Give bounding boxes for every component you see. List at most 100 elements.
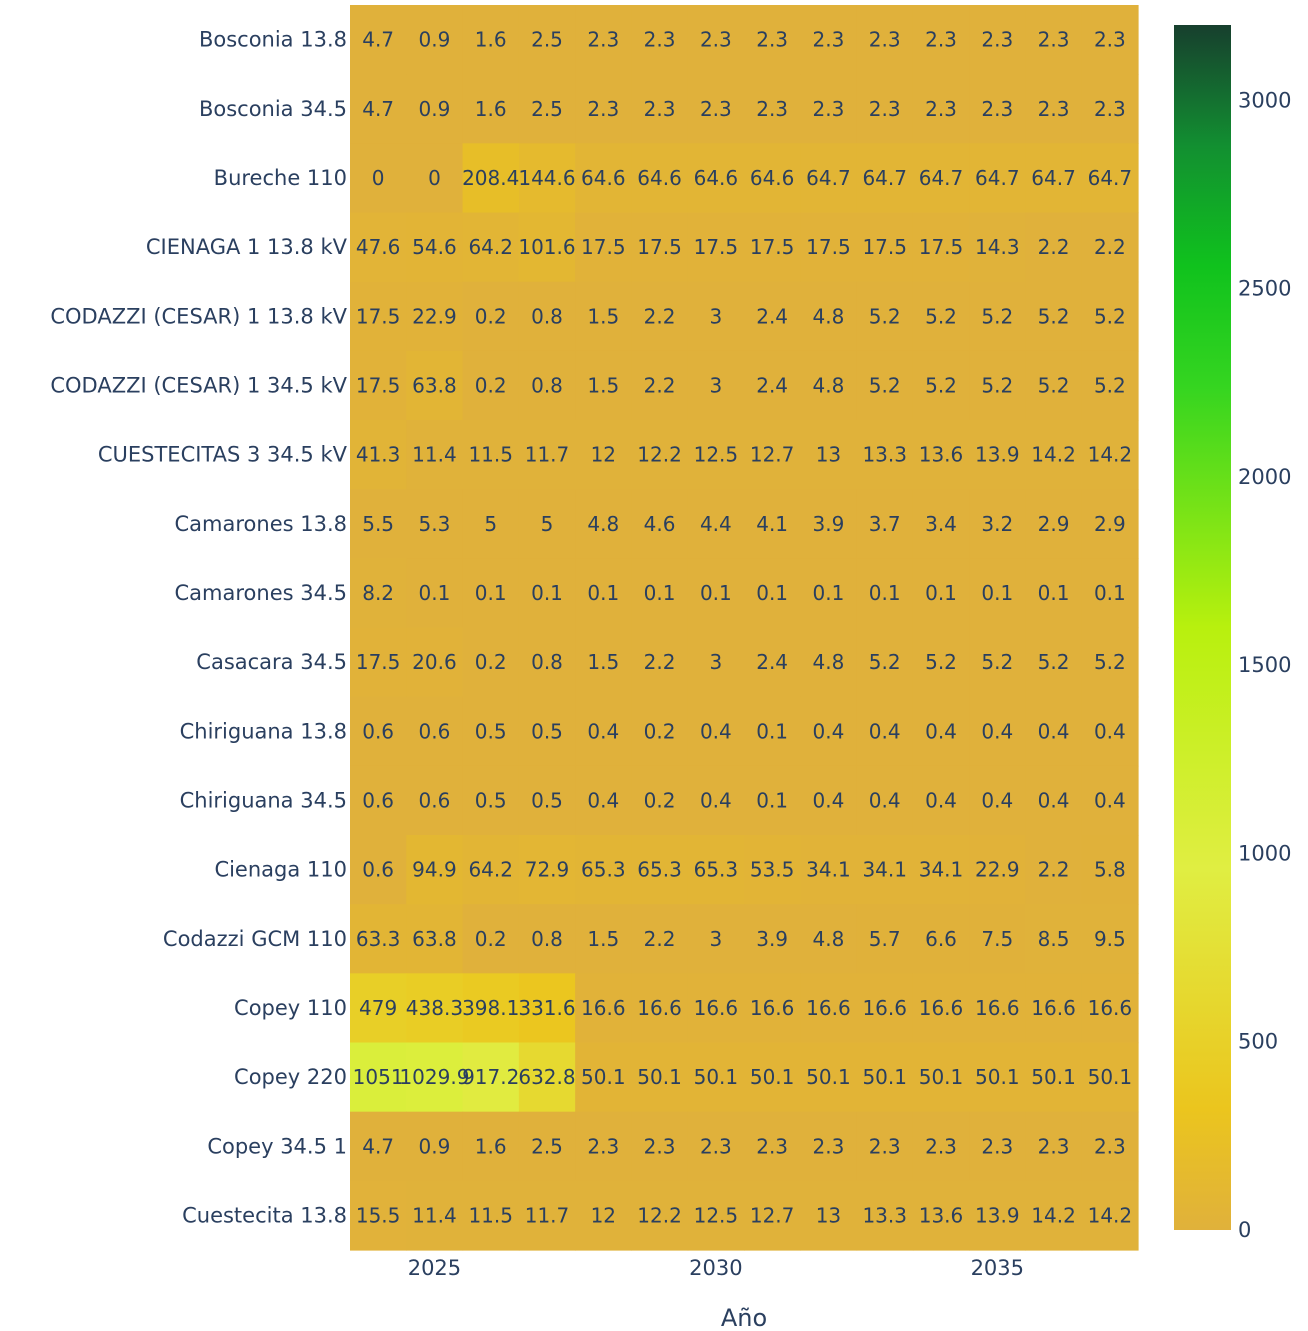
heatmap-cell-chiriguana-34-5-2029 xyxy=(631,765,689,836)
heatmap-cell-cuestecita-13-8-2037 xyxy=(1081,1180,1139,1251)
cell-label-camarones-34-5-2026: 0.1 xyxy=(475,581,507,605)
heatmap-cell-camarones-13-8-2033 xyxy=(856,489,914,559)
heatmap-cell-codazzi-cesar-1-34-5-kv-2033 xyxy=(856,350,914,421)
heatmap-cell-cienaga-1-13-8-kv-2035 xyxy=(969,212,1027,283)
heatmap-cell-camarones-34-5-2030 xyxy=(687,558,745,629)
heatmap-cell-chiriguana-34-5-2037 xyxy=(1081,765,1139,836)
heatmap-cell-chiriguana-34-5-2027 xyxy=(518,765,576,836)
cell-label-cienaga-1-13-8-kv-2024: 47.6 xyxy=(356,235,401,259)
heatmap-cell-cuestecitas-3-34-5-kv-2032 xyxy=(800,420,858,490)
heatmap-cell-cuestecitas-3-34-5-kv-2036 xyxy=(1025,420,1083,490)
cell-label-bureche-110-2028: 64.6 xyxy=(581,166,626,190)
heatmap-cell-cuestecita-13-8-2035 xyxy=(969,1180,1027,1251)
heatmap-cell-bosconia-34-5-2028 xyxy=(575,74,633,144)
heatmap-cell-cienaga-1-13-8-kv-2030 xyxy=(687,212,745,283)
heatmap-cell-chiriguana-34-5-2036 xyxy=(1025,765,1083,836)
cell-label-bureche-110-2034: 64.7 xyxy=(919,166,964,190)
cell-label-codazzi-cesar-1-13-8-kv-2026: 0.2 xyxy=(475,304,507,328)
heatmap-cell-bureche-110-2035 xyxy=(969,143,1027,214)
cell-label-casacara-34-5-2035: 5.2 xyxy=(981,650,1013,674)
heatmap-cell-cienaga-110-2037 xyxy=(1081,835,1139,905)
cell-label-chiriguana-13-8-2037: 0.4 xyxy=(1094,719,1126,743)
cell-label-codazzi-cesar-1-34-5-kv-2031: 2.4 xyxy=(756,373,788,397)
cell-label-bosconia-34-5-2025: 0.9 xyxy=(419,97,451,121)
heatmap-cell-bureche-110-2028 xyxy=(575,143,633,214)
heatmap-cell-chiriguana-34-5-2035 xyxy=(969,765,1027,836)
heatmap-cell-codazzi-gcm-110-2032 xyxy=(800,904,858,974)
cell-label-camarones-34-5-2027: 0.1 xyxy=(531,581,563,605)
heatmap-cell-copey-110-2033 xyxy=(856,973,914,1044)
heatmap-cell-camarones-13-8-2028 xyxy=(575,489,633,559)
heatmap-cell-codazzi-cesar-1-34-5-kv-2027 xyxy=(518,350,576,421)
heatmap-cell-cienaga-1-13-8-kv-2025 xyxy=(406,212,464,283)
heatmap-cell-camarones-34-5-2033 xyxy=(856,558,914,629)
heatmap-cell-cienaga-110-2036 xyxy=(1025,835,1083,905)
heatmap-cell-chiriguana-34-5-2033 xyxy=(856,765,914,836)
heatmap-cell-cienaga-1-13-8-kv-2024 xyxy=(350,212,407,283)
cell-label-camarones-34-5-2037: 0.1 xyxy=(1094,581,1126,605)
heatmap-cell-bosconia-13-8-2035 xyxy=(969,5,1027,75)
cell-label-bosconia-34-5-2024: 4.7 xyxy=(362,97,394,121)
cell-label-chiriguana-13-8-2029: 0.2 xyxy=(644,719,676,743)
heatmap-cell-codazzi-cesar-1-13-8-kv-2024 xyxy=(350,281,407,352)
row-label-cienaga-110: Cienaga 110 xyxy=(214,858,347,882)
heatmap-cell-codazzi-cesar-1-13-8-kv-2031 xyxy=(744,281,801,352)
cell-label-cienaga-1-13-8-kv-2032: 17.5 xyxy=(806,235,851,259)
heatmap-cell-codazzi-cesar-1-13-8-kv-2029 xyxy=(631,281,689,352)
heatmap-cell-casacara-34-5-2034 xyxy=(912,627,970,698)
cell-label-camarones-13-8-2028: 4.8 xyxy=(587,512,619,536)
cell-label-codazzi-cesar-1-13-8-kv-2028: 1.5 xyxy=(587,304,619,328)
heatmap-cell-codazzi-cesar-1-34-5-kv-2034 xyxy=(912,350,970,421)
cell-label-copey-220-2036: 50.1 xyxy=(1031,1065,1076,1089)
cell-label-codazzi-gcm-110-2028: 1.5 xyxy=(587,927,619,951)
heatmap-cell-codazzi-cesar-1-34-5-kv-2024 xyxy=(350,350,407,421)
cell-label-codazzi-gcm-110-2031: 3.9 xyxy=(756,927,788,951)
cell-label-chiriguana-13-8-2031: 0.1 xyxy=(756,719,788,743)
cell-label-bosconia-34-5-2027: 2.5 xyxy=(531,97,563,121)
heatmap-cell-copey-110-2037 xyxy=(1081,973,1139,1044)
cell-label-chiriguana-34-5-2029: 0.2 xyxy=(644,788,676,812)
heatmap-cell-cuestecitas-3-34-5-kv-2031 xyxy=(744,420,801,490)
heatmap-cell-codazzi-cesar-1-34-5-kv-2031 xyxy=(744,350,801,421)
cell-label-camarones-13-8-2035: 3.2 xyxy=(981,512,1013,536)
heatmap-cell-cienaga-1-13-8-kv-2029 xyxy=(631,212,689,283)
heatmap-cell-cuestecita-13-8-2030 xyxy=(687,1180,745,1251)
cell-label-camarones-13-8-2024: 5.5 xyxy=(362,512,394,536)
cell-label-copey-34-5-1-2028: 2.3 xyxy=(587,1134,619,1158)
cell-label-codazzi-cesar-1-13-8-kv-2024: 17.5 xyxy=(356,304,401,328)
colorbar-tick-1000: 1000 xyxy=(1238,841,1291,865)
cell-label-bosconia-13-8-2031: 2.3 xyxy=(756,28,788,52)
cell-label-bureche-110-2025: 0 xyxy=(428,166,441,190)
heatmap-cell-camarones-34-5-2034 xyxy=(912,558,970,629)
heatmap-cell-bosconia-13-8-2029 xyxy=(631,5,689,75)
cell-label-chiriguana-13-8-2032: 0.4 xyxy=(813,719,845,743)
cell-label-cienaga-1-13-8-kv-2036: 2.2 xyxy=(1038,235,1070,259)
heatmap-cell-bosconia-34-5-2033 xyxy=(856,74,914,144)
heatmap-cell-copey-220-2034 xyxy=(912,1042,970,1113)
heatmap-cell-bosconia-13-8-2031 xyxy=(744,5,801,75)
heatmap-cell-codazzi-cesar-1-34-5-kv-2030 xyxy=(687,350,745,421)
heatmap-cell-cuestecitas-3-34-5-kv-2035 xyxy=(969,420,1027,490)
cell-label-codazzi-cesar-1-13-8-kv-2031: 2.4 xyxy=(756,304,788,328)
cell-label-bosconia-34-5-2034: 2.3 xyxy=(925,97,957,121)
cell-label-bureche-110-2032: 64.7 xyxy=(806,166,851,190)
cell-label-cienaga-1-13-8-kv-2027: 101.6 xyxy=(518,235,575,259)
heatmap-cell-cuestecitas-3-34-5-kv-2030 xyxy=(687,420,745,490)
cell-label-camarones-34-5-2029: 0.1 xyxy=(644,581,676,605)
cell-label-cuestecitas-3-34-5-kv-2037: 14.2 xyxy=(1088,443,1133,467)
cell-label-cienaga-1-13-8-kv-2028: 17.5 xyxy=(581,235,626,259)
heatmap-cell-camarones-34-5-2027 xyxy=(518,558,576,629)
colorbar-tick-3000: 3000 xyxy=(1238,88,1291,112)
cell-label-codazzi-gcm-110-2034: 6.6 xyxy=(925,927,957,951)
cell-label-casacara-34-5-2024: 17.5 xyxy=(356,650,401,674)
heatmap-cell-bureche-110-2030 xyxy=(687,143,745,214)
cell-label-cuestecitas-3-34-5-kv-2035: 13.9 xyxy=(975,443,1020,467)
cell-label-bosconia-34-5-2030: 2.3 xyxy=(700,97,732,121)
heatmap-cell-copey-34-5-1-2026 xyxy=(462,1111,520,1182)
heatmap-cell-bosconia-13-8-2030 xyxy=(687,5,745,75)
cell-label-codazzi-cesar-1-13-8-kv-2033: 5.2 xyxy=(869,304,901,328)
heatmap-cell-chiriguana-34-5-2024 xyxy=(350,765,407,836)
heatmap-cell-casacara-34-5-2024 xyxy=(350,627,407,698)
cell-label-codazzi-gcm-110-2024: 63.3 xyxy=(356,927,401,951)
